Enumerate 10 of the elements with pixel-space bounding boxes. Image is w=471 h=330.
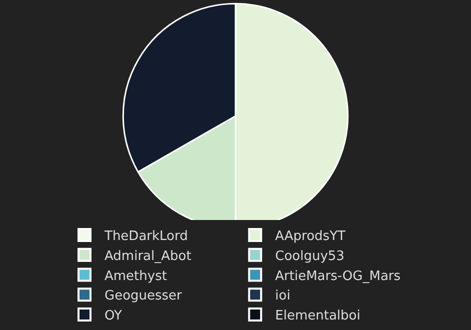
legend-label: Coolguy53 [275,248,344,264]
legend-label: OY [104,308,122,324]
legend-label: TheDarkLord [104,229,188,244]
legend-label: Admiral_Abot [104,248,192,264]
legend-label: Geoguesser [104,288,183,304]
legend-label: ArtieMars-OG_Mars [275,268,401,284]
legend-label: Amethyst [104,268,167,284]
legend-label: AAprodsYT [275,229,346,244]
legend-label: Elementalboi [275,308,360,324]
legend-label: ioi [275,288,290,304]
